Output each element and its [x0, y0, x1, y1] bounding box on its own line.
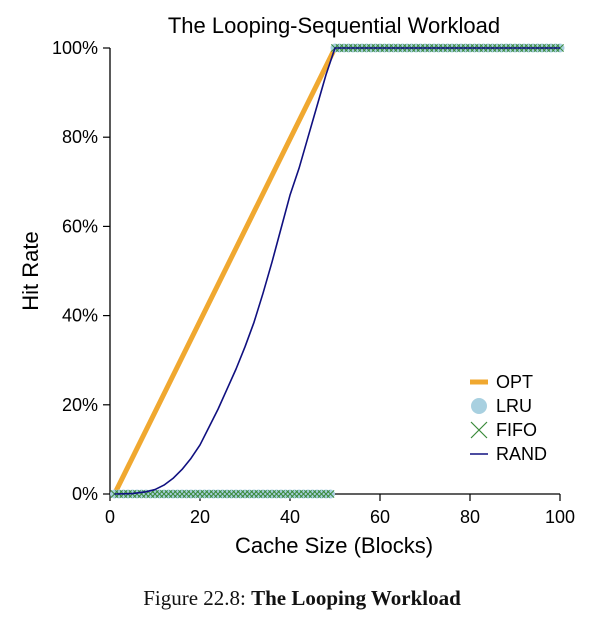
y-tick-label: 20% [62, 395, 98, 415]
x-axis-label: Cache Size (Blocks) [235, 533, 433, 558]
caption-label: Figure 22.8: [143, 586, 246, 610]
legend-label-lru: LRU [496, 396, 532, 416]
y-axis-label: Hit Rate [18, 231, 43, 310]
y-tick-label: 80% [62, 127, 98, 147]
legend: OPT LRU FIFO RAND [470, 372, 547, 464]
x-ticks: 0 20 40 60 80 100 [105, 494, 575, 527]
x-tick-label: 100 [545, 507, 575, 527]
chart: The Looping-Sequential Workload 0 20 40 60 8… [18, 13, 575, 558]
series-opt-line [112, 45, 560, 496]
figure-caption: Figure 22.8: The Looping Workload [0, 586, 604, 611]
y-tick-label: 100% [52, 38, 98, 58]
legend-label-rand: RAND [496, 444, 547, 464]
y-tick-label: 60% [62, 216, 98, 236]
x-tick-label: 40 [280, 507, 300, 527]
axes [109, 48, 560, 495]
x-tick-label: 20 [190, 507, 210, 527]
plot-series [110, 43, 565, 499]
x-tick-label: 80 [460, 507, 480, 527]
fifo-point [326, 490, 335, 498]
caption-title: The Looping Workload [251, 586, 461, 610]
x-tick-label: 0 [105, 507, 115, 527]
chart-title: The Looping-Sequential Workload [168, 13, 500, 38]
legend-label-fifo: FIFO [496, 420, 537, 440]
legend-fifo-swatch [470, 421, 488, 439]
legend-lru-swatch [471, 398, 487, 414]
legend-label-opt: OPT [496, 372, 533, 392]
y-tick-label: 40% [62, 306, 98, 326]
y-tick-label: 0% [72, 484, 98, 504]
x-tick-label: 60 [370, 507, 390, 527]
y-ticks: 0% 20% 40% 60% 80% 100% [52, 38, 110, 504]
series-rand-line [114, 47, 560, 495]
